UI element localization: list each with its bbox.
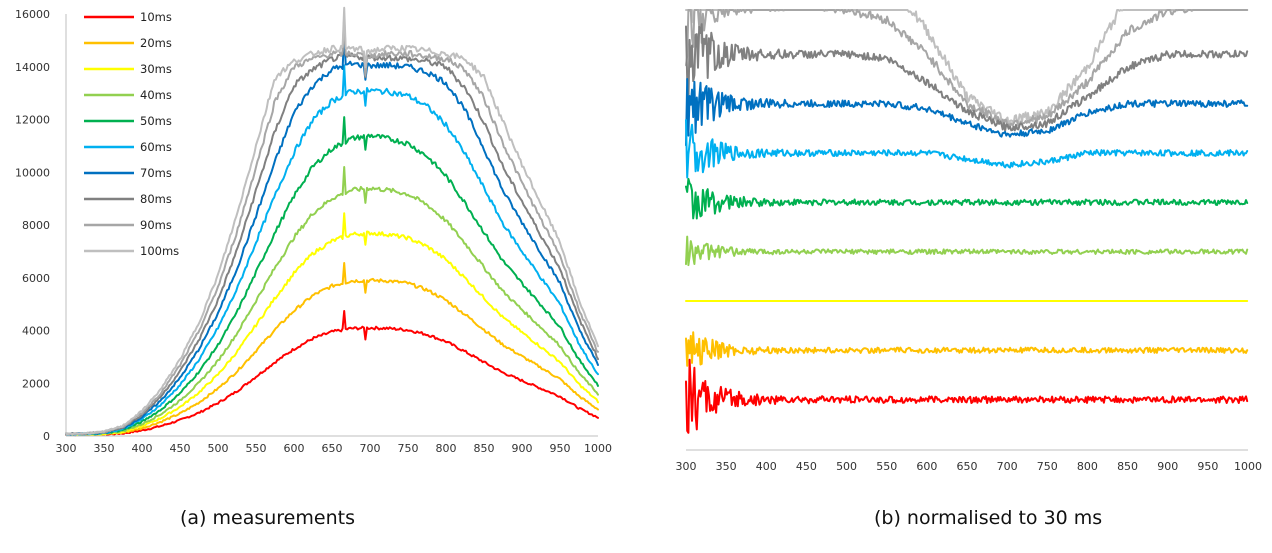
panel-a-x-tick-label: 850 (474, 442, 495, 455)
panel-a-x-tick-label: 300 (56, 442, 77, 455)
panel-b-x-tick-label: 900 (1157, 460, 1178, 473)
panel-b-series-70ms (685, 78, 1249, 147)
panel-a-series-70ms (65, 31, 599, 436)
legend-label-50ms: 50ms (140, 114, 172, 128)
panel-b-x-tick-label: 300 (676, 460, 697, 473)
legend-label-20ms: 20ms (140, 36, 172, 50)
panel-b-series-group (685, 9, 1249, 434)
panel-b-series-60ms (685, 119, 1249, 179)
panel-b-x-tick-label: 950 (1197, 460, 1218, 473)
panel-b-x-tick-label: 800 (1077, 460, 1098, 473)
panel-b-series-100ms (685, 9, 1249, 127)
panel-a-series-10ms (65, 310, 599, 437)
panel-a-y-tick-label: 12000 (15, 114, 50, 127)
panel-b-series-20ms (685, 331, 1249, 367)
panel-b-series-80ms (685, 23, 1249, 132)
panel-a-y-tick-label: 6000 (22, 272, 50, 285)
panel-b-x-tick-label: 450 (796, 460, 817, 473)
panel-a-series-100ms (65, 6, 599, 436)
panel-a-series-60ms (65, 64, 599, 436)
panel-a-measurements: 300 350 400 450 500 550 600 650 700 750 800 850 900 9… (15, 6, 613, 529)
panel-a-x-tick-label: 600 (284, 442, 305, 455)
panel-a-y-tick-label: 2000 (22, 377, 50, 390)
panel-b-series-40ms (685, 235, 1249, 267)
panel-b-x-tick-label: 1000 (1234, 460, 1262, 473)
panel-a-x-tick-label: 900 (512, 442, 533, 455)
panel-a-x-tick-label: 650 (322, 442, 343, 455)
panel-a-series-80ms (65, 21, 599, 436)
panel-a-x-tick-label: 1000 (584, 442, 612, 455)
panel-b-x-tick-label: 650 (957, 460, 978, 473)
panel-a-x-tick-label: 450 (170, 442, 191, 455)
legend-label-10ms: 10ms (140, 10, 172, 24)
panel-b-x-tick-label: 350 (716, 460, 737, 473)
panel-a-series-50ms (65, 116, 599, 436)
panel-a-y-tick-label: 10000 (15, 166, 50, 179)
panel-a-x-tick-label: 350 (94, 442, 115, 455)
panel-a-series-40ms (65, 166, 599, 437)
panel-b-series-10ms (685, 358, 1249, 434)
panel-b-x-tick-label: 700 (997, 460, 1018, 473)
panel-a-legend: 10ms 20ms 30ms 40ms 50ms 60ms 70ms 80ms 90ms 100m… (84, 10, 179, 258)
panel-a-x-tick-label: 550 (246, 442, 267, 455)
panel-a-x-tick-label: 500 (208, 442, 229, 455)
panel-b-x-tick-label: 550 (876, 460, 897, 473)
panel-a-x-tick-label: 800 (436, 442, 457, 455)
panel-a-y-tick-labels: 0 2000 4000 6000 8000 10000 12000 14000 16000 (15, 8, 50, 443)
legend-label-90ms: 90ms (140, 218, 172, 232)
panel-a-x-tick-labels: 300 350 400 450 500 550 600 650 700 750 800 850 900 9… (56, 442, 613, 455)
panel-a-x-tick-label: 700 (360, 442, 381, 455)
panel-a-y-tick-label: 14000 (15, 61, 50, 74)
panel-b-series-90ms (685, 9, 1249, 128)
panel-a-x-tick-label: 750 (398, 442, 419, 455)
panel-b-x-tick-label: 400 (756, 460, 777, 473)
panel-b-series-50ms (685, 177, 1249, 220)
panel-a-y-tick-label: 0 (43, 430, 50, 443)
panel-a-caption: (a) measurements (180, 507, 355, 529)
legend-label-70ms: 70ms (140, 166, 172, 180)
legend-label-30ms: 30ms (140, 62, 172, 76)
panel-a-series-group (65, 6, 599, 437)
legend-label-100ms: 100ms (140, 244, 179, 258)
panel-b-x-tick-labels: 300 350 400 450 500 550 600 650 700 750 800 850 900 9… (676, 460, 1263, 473)
panel-b-x-tick-label: 600 (916, 460, 937, 473)
panel-a-y-tick-label: 16000 (15, 8, 50, 21)
panel-a-series-30ms (65, 212, 599, 437)
legend-label-60ms: 60ms (140, 140, 172, 154)
panel-a-x-tick-label: 400 (132, 442, 153, 455)
panel-b-x-tick-label: 500 (836, 460, 857, 473)
panel-a-y-tick-label: 8000 (22, 219, 50, 232)
legend-label-80ms: 80ms (140, 192, 172, 206)
panel-a-series-20ms (65, 262, 599, 437)
panel-b-caption: (b) normalised to 30 ms (874, 507, 1102, 529)
legend-label-40ms: 40ms (140, 88, 172, 102)
panel-a-y-tick-label: 4000 (22, 325, 50, 338)
panel-b-normalised: 300 350 400 450 500 550 600 650 700 750 800 850 900 9… (676, 9, 1263, 529)
panel-a-series-90ms (65, 15, 599, 436)
panel-b-x-tick-label: 750 (1037, 460, 1058, 473)
panel-a-x-tick-label: 950 (550, 442, 571, 455)
panel-b-x-tick-label: 850 (1117, 460, 1138, 473)
